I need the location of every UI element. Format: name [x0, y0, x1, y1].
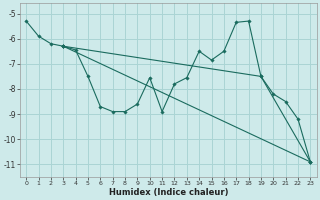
- X-axis label: Humidex (Indice chaleur): Humidex (Indice chaleur): [108, 188, 228, 197]
